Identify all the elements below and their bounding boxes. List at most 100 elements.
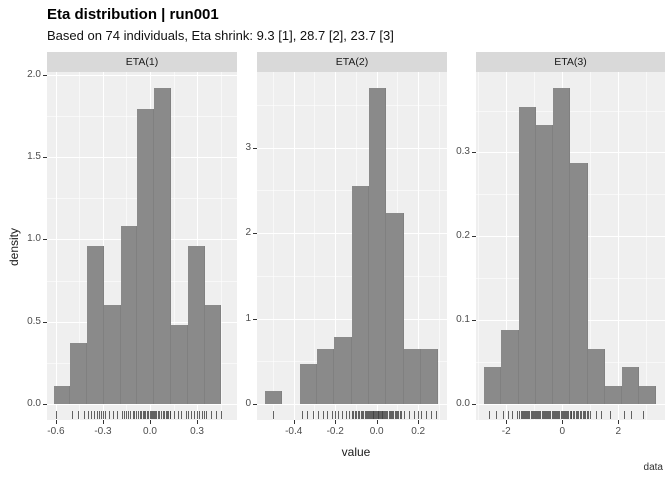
x-tick-mark [618,420,620,424]
grid-major-vertical [293,72,295,420]
rug-tick [403,411,405,419]
histogram-bar [171,325,188,405]
rug-tick [364,411,366,419]
rug-tick [375,411,377,419]
rug-tick [157,411,159,419]
rug-tick [426,411,428,419]
rug-tick [553,411,555,419]
rug-tick [387,411,389,419]
rug-tick [357,411,359,419]
rug-tick [543,411,545,419]
rug-tick [377,411,379,419]
y-tick-label: 1.0 [27,233,41,245]
y-tick-label: 0 [245,398,251,410]
rug-tick [374,411,376,419]
rug-tick [373,411,375,419]
rug-tick [527,411,529,419]
y-tick-label: 0.5 [27,315,41,327]
rug-tick [369,411,371,419]
rug-tick [572,411,574,419]
rug-tick [376,411,378,419]
rug-tick [521,411,523,419]
histogram-bar [621,367,640,405]
rug-tick [167,411,169,419]
rug-tick [113,411,115,419]
y-tick-label: 0.0 [456,398,470,410]
rug-tick [121,411,123,419]
rug-tick [342,411,344,419]
rug-tick [102,411,104,419]
rug-tick [533,411,535,419]
y-tick-mark [253,404,257,406]
rug-tick [585,411,587,419]
rug-tick [96,411,98,419]
rug-tick [160,411,162,419]
rug-tick [211,411,213,419]
rug-tick [367,411,369,419]
x-tick-label: 0.2 [411,426,426,437]
grid-major-vertical [506,72,508,420]
rug-tick [371,411,373,419]
rug-tick [529,411,531,419]
facet-strip-label: ETA(1) [125,56,159,68]
rug-tick [558,411,560,419]
rug-tick [150,411,152,419]
rug-tick [542,411,544,419]
rug-tick [395,411,397,419]
rug-tick [135,411,137,419]
rug-tick [538,411,540,419]
rug-tick [567,411,569,419]
x-tick-label: -0.4 [285,426,303,437]
histogram-bar [103,305,121,405]
rug-tick [326,411,328,419]
rug-tick [215,411,217,419]
x-tick-label: -2 [501,426,511,437]
x-tick-label: -0.3 [94,426,112,437]
x-tick-mark [418,420,420,424]
rug-tick [400,411,402,419]
rug-tick [178,411,180,419]
rug-tick [139,411,141,419]
histogram-bar [317,348,335,405]
rug-tick [130,411,132,419]
histogram-bar [70,343,88,405]
x-tick-mark [506,420,508,424]
rug-tick [338,411,340,419]
y-tick-label: 3 [245,141,251,153]
rug-tick [345,411,347,419]
y-tick-label: 2 [245,227,251,239]
rug-tick [143,411,145,419]
rug-tick [307,411,309,419]
rug-tick [151,411,153,419]
rug-tick [356,411,358,419]
rug-tick [77,411,79,419]
rug-tick [372,411,374,419]
rug-tick [383,411,385,419]
grid-major-vertical [55,72,57,420]
y-tick-label: 1 [245,312,251,324]
rug-tick [507,411,509,419]
histogram-bar [420,348,439,405]
rug-tick [384,411,386,419]
rug-tick [430,411,432,419]
x-tick-mark [55,420,57,424]
y-tick-label: 0.0 [27,398,41,410]
rug-tick [351,411,353,419]
rug-tick [109,411,111,419]
rug-tick [186,411,188,419]
grid-minor-vertical [478,72,480,420]
rug-tick [577,411,579,419]
rug-tick [643,411,645,419]
plot-caption: data [643,462,663,473]
histogram-bar [87,246,104,405]
x-tick-label: -0.2 [326,426,344,437]
rug-tick [532,411,534,419]
rug-tick [317,411,319,419]
histogram-bar [369,87,387,405]
rug-tick [590,411,592,419]
rug-tick [546,411,547,419]
rug-tick [557,411,559,419]
rug-tick [528,411,530,419]
rug-tick [199,411,201,419]
rug-tick [148,411,150,419]
